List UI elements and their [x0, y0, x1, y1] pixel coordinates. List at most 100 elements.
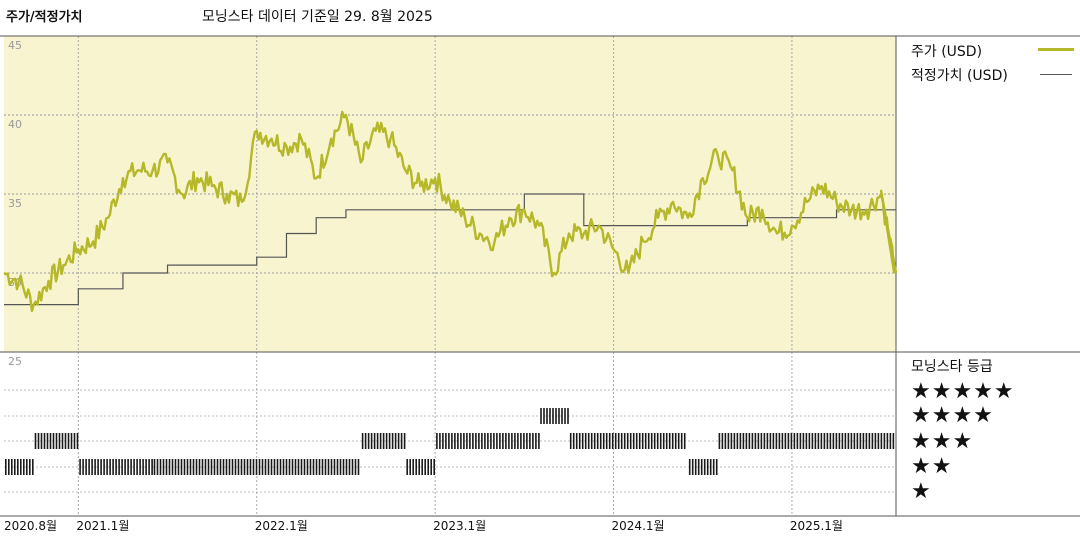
rating-segment-2-star — [5, 459, 34, 475]
rating-tick — [496, 433, 498, 449]
rating-tick — [760, 433, 763, 449]
rating-tick — [775, 433, 778, 449]
rating-tick — [751, 433, 754, 449]
chart-title: 주가/적정가치 — [6, 10, 83, 25]
rating-tick — [246, 459, 249, 475]
rating-tick — [216, 459, 219, 475]
rating-tick — [868, 433, 871, 449]
rating-tick — [309, 459, 312, 475]
rating-tick — [43, 433, 46, 449]
rating-tick — [772, 433, 775, 449]
rating-tick — [733, 433, 736, 449]
rating-tick — [602, 433, 605, 449]
x-tick-label: 2021.1월 — [76, 519, 129, 533]
rating-tick — [103, 459, 105, 475]
rating-tick — [433, 459, 435, 475]
rating-tick — [318, 459, 321, 475]
rating-tick — [635, 433, 638, 449]
y-tick-label: 35 — [8, 197, 22, 210]
rating-tick — [79, 459, 81, 475]
rating-tick — [136, 459, 138, 475]
rating-tick — [64, 433, 67, 449]
rating-tick — [279, 459, 282, 475]
rating-tick — [439, 433, 441, 449]
rating-tick — [820, 433, 823, 449]
rating-tick — [784, 433, 787, 449]
rating-tick — [192, 459, 195, 475]
rating-tick — [379, 433, 382, 449]
rating-tick — [303, 459, 306, 475]
rating-tick — [261, 459, 264, 475]
rating-tick — [769, 433, 772, 449]
rating-tick — [865, 433, 868, 449]
rating-tick — [17, 459, 19, 475]
rating-tick — [549, 408, 551, 424]
price-line — [3, 110, 898, 313]
rating-tick — [58, 433, 61, 449]
x-tick-label: 2025.1월 — [790, 519, 843, 533]
rating-segment-3-star — [34, 433, 79, 449]
rating-tick — [207, 459, 210, 475]
rating-tick — [201, 459, 204, 475]
rating-tick — [493, 433, 495, 449]
rating-segment-3-star — [718, 433, 895, 449]
legend-price-swatch — [1038, 48, 1074, 51]
rating-2-star-label: ★★ — [911, 454, 953, 479]
rating-tick — [231, 459, 234, 475]
rating-tick — [478, 433, 480, 449]
rating-tick — [832, 433, 835, 449]
x-tick-label: 2024.1월 — [612, 519, 665, 533]
rating-tick — [415, 459, 417, 475]
rating-tick — [342, 459, 345, 475]
rating-tick — [267, 459, 270, 475]
rating-tick — [8, 459, 10, 475]
rating-tick — [427, 459, 429, 475]
rating-tick — [688, 459, 691, 475]
rating-tick — [721, 433, 724, 449]
rating-tick — [535, 433, 537, 449]
rating-tick — [412, 459, 414, 475]
rating-tick — [159, 459, 162, 475]
rating-tick — [620, 433, 623, 449]
rating-tick — [34, 433, 37, 449]
rating-tick — [213, 459, 216, 475]
rating-tick — [718, 433, 721, 449]
rating-tick — [880, 433, 883, 449]
rating-4-star-label: ★★★★ — [911, 403, 994, 428]
rating-tick — [748, 433, 751, 449]
rating-title: 모닝스타 등급 — [911, 359, 993, 375]
rating-tick — [787, 433, 790, 449]
rating-tick — [127, 459, 129, 475]
rating-tick — [677, 433, 680, 449]
rating-tick — [558, 408, 560, 424]
rating-tick — [674, 433, 677, 449]
rating-tick — [520, 433, 522, 449]
rating-tick — [445, 433, 447, 449]
rating-tick — [394, 433, 397, 449]
rating-tick — [517, 433, 519, 449]
rating-tick — [97, 459, 99, 475]
rating-tick — [757, 433, 760, 449]
rating-panel-background — [4, 352, 896, 516]
rating-tick — [361, 433, 364, 449]
rating-tick — [781, 433, 784, 449]
rating-segment-2-star — [406, 459, 435, 475]
rating-tick — [306, 459, 309, 475]
rating-tick — [683, 433, 686, 449]
rating-tick — [409, 459, 411, 475]
rating-tick — [397, 433, 400, 449]
rating-tick — [285, 459, 288, 475]
rating-tick — [204, 459, 207, 475]
rating-3-star-label: ★★★ — [911, 429, 974, 454]
rating-tick — [67, 433, 70, 449]
rating-tick — [106, 459, 108, 475]
rating-tick — [291, 459, 294, 475]
rating-tick — [502, 433, 504, 449]
rating-tick — [886, 433, 889, 449]
rating-tick — [121, 459, 123, 475]
rating-tick — [526, 433, 528, 449]
x-tick-label: 2023.1월 — [433, 519, 486, 533]
rating-tick — [454, 433, 456, 449]
rating-tick — [555, 408, 557, 424]
rating-tick — [805, 433, 808, 449]
